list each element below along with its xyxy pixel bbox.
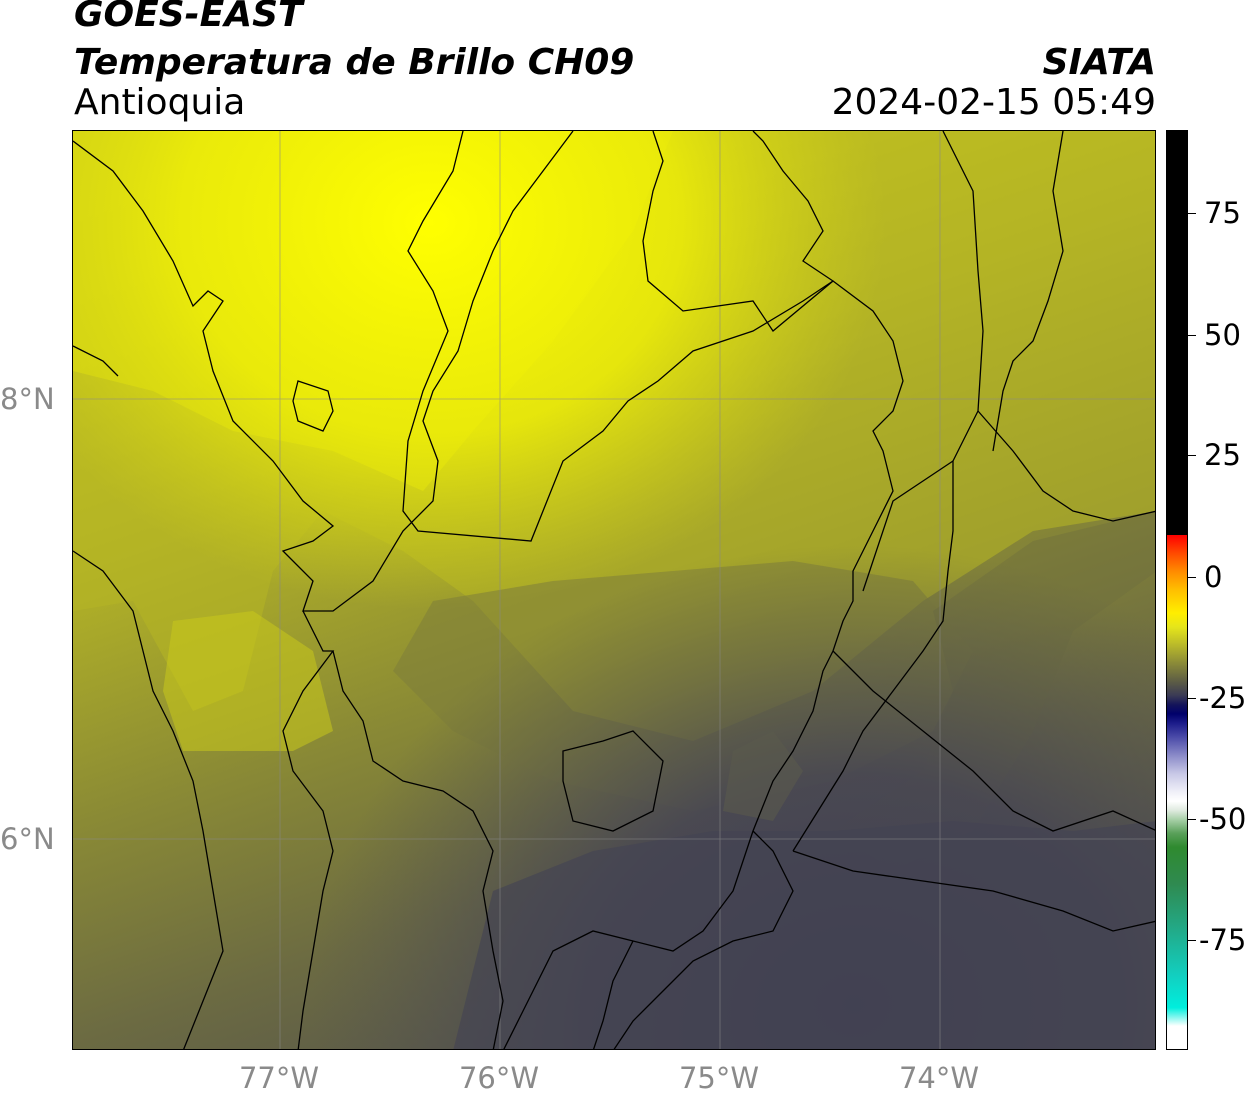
colorbar-tick bbox=[1188, 698, 1196, 699]
lon-label-77w: 77°W bbox=[238, 1061, 320, 1095]
brightness-temperature-map[interactable] bbox=[72, 130, 1156, 1050]
lon-label-76w: 76°W bbox=[458, 1061, 540, 1095]
colorbar bbox=[1166, 130, 1188, 1050]
colorbar-tick bbox=[1188, 577, 1196, 578]
colorbar-tick bbox=[1188, 940, 1196, 941]
lat-label-6n: 6°N bbox=[0, 822, 55, 856]
lon-label-74w: 74°W bbox=[898, 1061, 980, 1095]
coastline bbox=[73, 131, 574, 612]
gridlines bbox=[73, 131, 1155, 1049]
colorbar-label-neg75: -75 bbox=[1199, 923, 1247, 957]
temperature-field bbox=[73, 131, 1155, 1049]
colorbar-tick bbox=[1188, 455, 1196, 456]
colorbar-label-75: 75 bbox=[1204, 196, 1241, 230]
datetime-label: 2024-02-15 05:49 bbox=[831, 82, 1156, 123]
colorbar-label-neg50: -50 bbox=[1199, 802, 1247, 836]
lon-label-75w: 75°W bbox=[678, 1061, 760, 1095]
colorbar-label-neg25: -25 bbox=[1199, 681, 1247, 715]
colorbar-tick bbox=[1188, 335, 1196, 336]
satellite-title: GOES-EAST bbox=[74, 0, 303, 35]
agency-label: SIATA bbox=[1042, 42, 1156, 83]
colorbar-label-25: 25 bbox=[1204, 438, 1241, 472]
region-label: Antioquia bbox=[74, 82, 246, 123]
colorbar-label-50: 50 bbox=[1204, 318, 1241, 352]
lat-label-8n: 8°N bbox=[0, 382, 55, 416]
department-borders bbox=[73, 131, 1155, 1049]
colorbar-tick bbox=[1188, 213, 1196, 214]
product-title: Temperatura de Brillo CH09 bbox=[74, 42, 635, 83]
colorbar-label-0: 0 bbox=[1204, 560, 1223, 594]
colorbar-tick bbox=[1188, 819, 1196, 820]
